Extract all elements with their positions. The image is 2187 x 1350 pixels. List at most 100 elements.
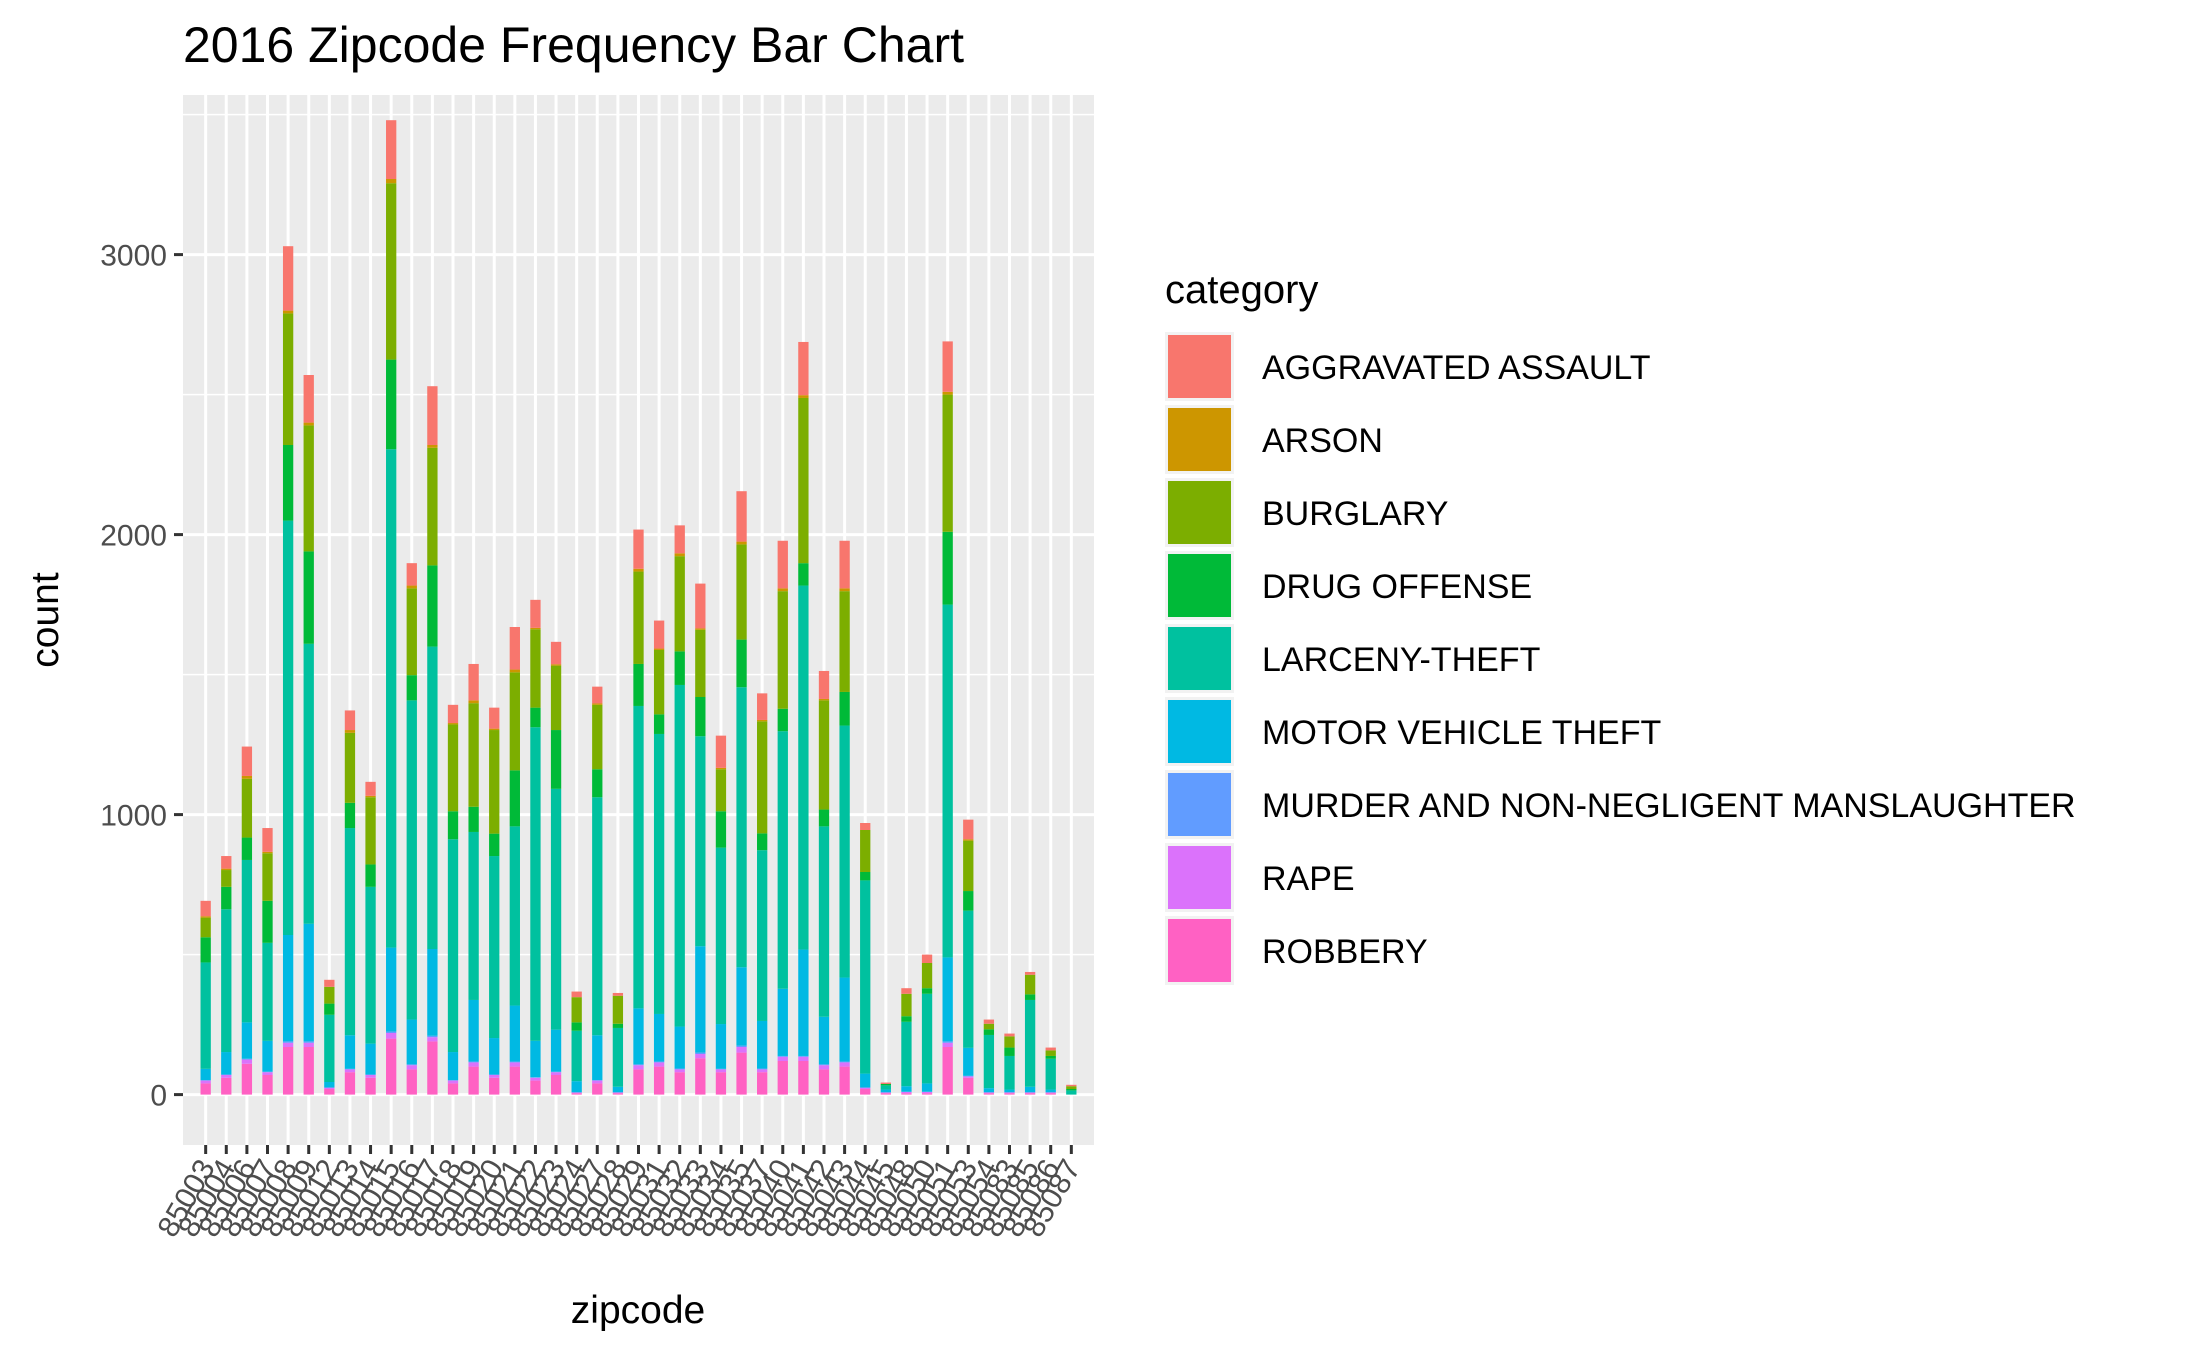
legend-label: RAPE [1262,860,1355,898]
bar-segment [777,1061,788,1095]
bar-segment [653,714,665,734]
bar-segment [550,1071,562,1073]
bar-segment [983,1023,995,1030]
legend-swatch [1168,700,1231,763]
bar-segment [427,386,438,445]
bar-segment [282,445,294,521]
bar-segment [406,588,417,676]
bar-segment [612,1093,624,1095]
bar-segment [736,687,747,968]
bar-segment [221,868,232,871]
bar-segment [839,725,850,978]
bar-segment [550,1075,562,1095]
bar-segment [489,856,500,1039]
bar-segment [818,1064,830,1066]
bar-segment [695,946,706,1053]
bar-segment [818,698,830,701]
bar-segment [282,1042,294,1047]
legend-swatch [1168,773,1231,836]
bar-segment [695,1054,706,1059]
bar-segment [406,1069,417,1095]
bar-segment [715,1024,727,1069]
bar-segment [653,1062,665,1067]
bar-segment [1045,1092,1056,1094]
bar-segment [282,520,294,935]
bar-segment [715,767,727,770]
bar-segment [592,703,603,705]
bar-segment [550,641,562,665]
bar-segment [468,1061,479,1063]
bar-segment [942,1047,953,1095]
bar-segment [633,529,644,569]
bar-segment [983,1093,995,1095]
bar-segment [921,988,933,994]
legend-label: ARSON [1262,422,1383,460]
bar-segment [365,797,376,865]
bar-segment [447,1052,459,1081]
bar-segment [839,1062,850,1067]
bar-segment [1024,1092,1036,1094]
bar-segment [509,627,520,670]
bar-segment [757,1072,768,1095]
y-tick-label: 0 [150,1080,167,1113]
bar-segment [571,1081,582,1093]
bar-segment [200,1080,211,1084]
bar-segment [921,1083,933,1092]
bar-segment [633,663,644,706]
bar-segment [221,870,232,887]
bar-segment [427,646,438,949]
bar-segment [1066,1089,1077,1091]
bar-segment [983,1019,995,1024]
bar-segment [901,1091,912,1094]
bar-segment [447,724,459,812]
bar-segment [406,1064,417,1066]
bar-segment [901,1086,912,1092]
legend-label: MURDER AND NON-NEGLIGENT MANSLAUGHTER [1262,787,2076,825]
bar-segment [921,1091,933,1094]
bar-segment [1024,994,1036,1000]
bar-segment [550,788,562,1030]
bar-segment [612,1023,624,1028]
bar-segment [303,375,314,423]
bar-segment [365,886,376,1044]
bar-segment [509,770,520,827]
bar-segment [674,1026,685,1069]
bar-segment [427,1037,438,1042]
bar-segment [344,1069,356,1073]
bar-segment [901,1021,912,1087]
bar-segment [262,900,273,943]
bar-segment [777,1056,788,1061]
bar-segment [386,449,397,948]
bar-segment [860,1089,871,1095]
bar-segment [282,313,294,445]
bar-segment [1004,1093,1015,1095]
y-axis-title: count [24,572,67,668]
bar-segment [489,1038,500,1075]
bar-segment [798,395,809,398]
bar-segment [942,341,953,392]
legend-swatch [1168,627,1231,690]
bar-segment [303,551,314,644]
bar-segment [386,947,397,1032]
bar-segment [860,1073,871,1088]
bar-segment [427,949,438,1036]
bar-segment [282,1047,294,1095]
bar-segment [963,910,974,1048]
bar-segment [262,1040,273,1072]
legend-swatch [1168,846,1231,909]
bar-segment [447,811,459,840]
bar-segment [633,1064,644,1066]
bar-segment [798,1061,809,1095]
y-tick-label: 1000 [100,800,167,833]
bar-segment [983,1034,995,1089]
bar-segment [653,1066,665,1095]
bar-segment [777,540,788,589]
bar-segment [757,1069,768,1073]
bar-segment [344,1068,356,1070]
bar-segment [221,1052,232,1075]
bar-segment [983,1088,995,1093]
bar-segment [571,1030,582,1082]
bar-segment [653,620,665,649]
bar-segment [757,693,768,720]
bar-segment [324,1087,335,1089]
